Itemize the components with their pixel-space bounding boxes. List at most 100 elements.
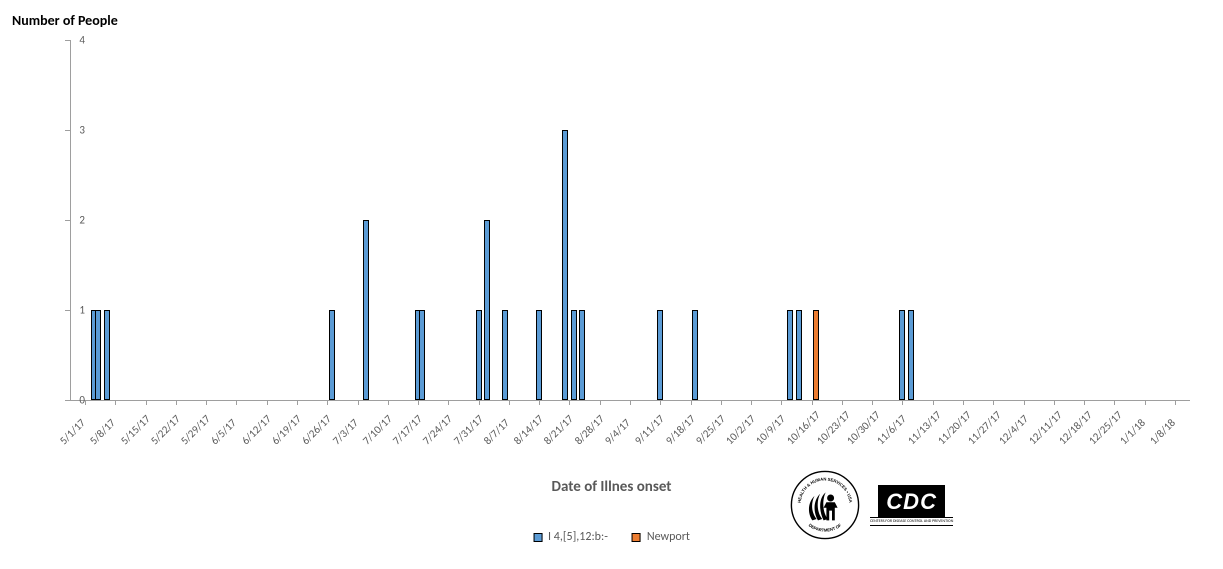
- cdc-text: CDC: [878, 485, 945, 517]
- x-tick-label: 5/1/17: [57, 416, 88, 447]
- x-tick-label: 1/8/18: [1147, 416, 1178, 447]
- bar: [571, 310, 577, 400]
- x-tick-mark: [691, 400, 692, 405]
- x-tick-mark: [358, 400, 359, 405]
- x-tick-mark: [812, 400, 813, 405]
- svg-text:HEALTH & HUMAN SERVICES • USA: HEALTH & HUMAN SERVICES • USA: [797, 476, 854, 503]
- x-tick-label: 6/19/17: [269, 412, 304, 447]
- x-tick-label: 6/26/17: [299, 412, 334, 447]
- y-tick-label: 1: [79, 304, 85, 317]
- y-tick-mark: [65, 40, 70, 41]
- x-tick-label: 5/8/17: [87, 416, 118, 447]
- x-tick-mark: [267, 400, 268, 405]
- y-axis-title: Number of People: [12, 12, 118, 29]
- legend-swatch-series2: [632, 533, 641, 542]
- x-tick-label: 7/31/17: [451, 412, 486, 447]
- bar: [476, 310, 482, 400]
- x-tick-mark: [236, 400, 237, 405]
- legend-label: I 4,[5],12:b:-: [548, 530, 608, 544]
- bar: [813, 310, 819, 400]
- x-tick-mark: [842, 400, 843, 405]
- x-tick-label: 5/22/17: [148, 412, 183, 447]
- svg-text:DEPARTMENT OF: DEPARTMENT OF: [808, 522, 843, 532]
- x-tick-mark: [963, 400, 964, 405]
- x-tick-label: 10/9/17: [753, 412, 788, 447]
- x-tick-mark: [660, 400, 661, 405]
- x-axis-title: Date of Illnes onset: [552, 478, 672, 496]
- x-tick-mark: [1175, 400, 1176, 405]
- x-tick-mark: [176, 400, 177, 405]
- bar: [104, 310, 110, 400]
- x-tick-mark: [206, 400, 207, 405]
- x-tick-label: 8/21/17: [541, 412, 576, 447]
- x-tick-label: 7/24/17: [420, 412, 455, 447]
- chart-container: Number of People 01234 5/1/175/8/175/15/…: [0, 0, 1223, 569]
- bar: [484, 220, 490, 400]
- x-tick-mark: [721, 400, 722, 405]
- legend-item: Newport: [632, 530, 690, 544]
- y-tick-mark: [65, 400, 70, 401]
- bar: [787, 310, 793, 400]
- x-tick-mark: [872, 400, 873, 405]
- x-tick-mark: [902, 400, 903, 405]
- bar: [579, 310, 585, 400]
- x-tick-mark: [1145, 400, 1146, 405]
- x-tick-mark: [993, 400, 994, 405]
- legend-label: Newport: [647, 530, 690, 544]
- x-tick-mark: [933, 400, 934, 405]
- x-tick-mark: [479, 400, 480, 405]
- x-tick-mark: [146, 400, 147, 405]
- y-tick-mark: [65, 310, 70, 311]
- legend: I 4,[5],12:b:- Newport: [533, 530, 690, 544]
- x-tick-label: 10/2/17: [723, 412, 758, 447]
- bar: [657, 310, 663, 400]
- bar: [329, 310, 335, 400]
- x-tick-label: 9/11/17: [632, 412, 667, 447]
- bar: [95, 310, 101, 400]
- bar: [419, 310, 425, 400]
- logos-group: HEALTH & HUMAN SERVICES • USA DEPARTMENT…: [790, 470, 953, 540]
- x-tick-mark: [297, 400, 298, 405]
- x-tick-mark: [1084, 400, 1085, 405]
- x-tick-mark: [630, 400, 631, 405]
- x-tick-mark: [781, 400, 782, 405]
- x-tick-mark: [751, 400, 752, 405]
- x-tick-mark: [509, 400, 510, 405]
- x-tick-mark: [600, 400, 601, 405]
- bar: [363, 220, 369, 400]
- x-tick-label: 9/25/17: [693, 412, 728, 447]
- x-tick-mark: [388, 400, 389, 405]
- y-tick-label: 2: [79, 214, 85, 227]
- x-tick-label: 7/17/17: [390, 412, 425, 447]
- cdc-subtext: CENTERS FOR DISEASE CONTROL AND PREVENTI…: [870, 517, 953, 526]
- bar: [536, 310, 542, 400]
- legend-swatch-series1: [533, 533, 542, 542]
- bar: [908, 310, 914, 400]
- x-tick-label: 9/18/17: [663, 412, 698, 447]
- x-tick-label: 8/28/17: [572, 412, 607, 447]
- x-tick-label: 8/14/17: [511, 412, 546, 447]
- x-tick-mark: [448, 400, 449, 405]
- x-tick-mark: [418, 400, 419, 405]
- bar: [692, 310, 698, 400]
- y-axis-line: [70, 40, 71, 400]
- x-tick-mark: [1054, 400, 1055, 405]
- y-tick-mark: [65, 130, 70, 131]
- cdc-logo-icon: CDC CENTERS FOR DISEASE CONTROL AND PREV…: [870, 485, 953, 526]
- x-tick-mark: [569, 400, 570, 405]
- hhs-logo-icon: HEALTH & HUMAN SERVICES • USA DEPARTMENT…: [790, 470, 860, 540]
- x-tick-mark: [85, 400, 86, 405]
- x-tick-mark: [327, 400, 328, 405]
- y-tick-label: 4: [79, 34, 85, 47]
- y-tick-label: 3: [79, 124, 85, 137]
- bar: [562, 130, 568, 400]
- x-tick-mark: [1024, 400, 1025, 405]
- x-tick-label: 5/29/17: [178, 412, 213, 447]
- x-tick-label: 6/12/17: [239, 412, 274, 447]
- bar: [899, 310, 905, 400]
- legend-item: I 4,[5],12:b:-: [533, 530, 608, 544]
- bar: [502, 310, 508, 400]
- x-tick-mark: [1114, 400, 1115, 405]
- x-tick-label: 7/10/17: [360, 412, 395, 447]
- x-tick-mark: [115, 400, 116, 405]
